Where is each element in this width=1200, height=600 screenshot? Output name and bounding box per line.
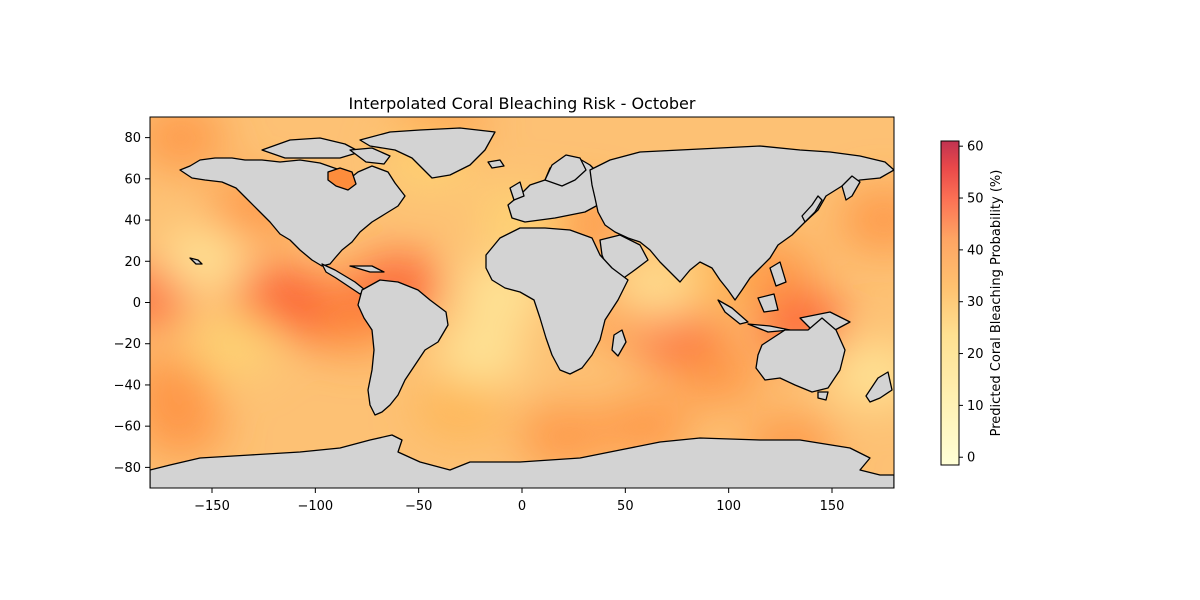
y-tick-label: −20 bbox=[114, 337, 141, 352]
y-tick-label: 80 bbox=[124, 131, 141, 146]
bleaching-lowspot-2 bbox=[156, 229, 247, 294]
land-masses bbox=[150, 127, 894, 488]
y-tick-label: −40 bbox=[114, 378, 141, 393]
australia bbox=[755, 317, 846, 393]
y-tick-label: 40 bbox=[124, 214, 141, 229]
colorbar-ticks: 0 10 20 30 40 50 60 bbox=[959, 140, 984, 466]
new-zealand bbox=[865, 371, 893, 403]
colorbar: 0 10 20 30 40 50 60 Predicted Coral Bleaching … bbox=[940, 140, 1004, 466]
baffin-island bbox=[349, 147, 391, 165]
bleaching-hotspot-17 bbox=[518, 404, 609, 469]
iceland bbox=[487, 159, 505, 169]
x-tick-label: 150 bbox=[820, 499, 845, 514]
chart-title: Interpolated Coral Bleaching Risk - Octo… bbox=[349, 94, 696, 113]
x-tick-label: 0 bbox=[518, 499, 526, 514]
x-tick-label: −100 bbox=[297, 499, 333, 514]
colorbar-frame bbox=[940, 140, 960, 466]
y-tick-label: 20 bbox=[124, 255, 141, 270]
bleaching-hotspot-16 bbox=[838, 188, 894, 253]
antarctica bbox=[150, 434, 894, 488]
bleaching-lowspot-1 bbox=[435, 322, 526, 387]
colorbar-tick-label: 10 bbox=[967, 399, 984, 414]
colorbar-tick-label: 30 bbox=[967, 295, 984, 310]
colorbar-tick-label: 0 bbox=[967, 451, 975, 466]
japan bbox=[801, 195, 823, 223]
y-tick-label: 60 bbox=[124, 172, 141, 187]
x-tick-label: −150 bbox=[194, 499, 230, 514]
south-america bbox=[357, 279, 449, 416]
africa bbox=[485, 227, 629, 375]
bleaching-lowspot-5 bbox=[187, 311, 278, 376]
philippines bbox=[769, 261, 787, 287]
colorbar-tick-label: 20 bbox=[967, 347, 984, 362]
colorbar-tick-label: 50 bbox=[967, 192, 984, 207]
madagascar bbox=[611, 329, 627, 357]
bleaching-hotspot-8 bbox=[150, 352, 216, 417]
colorbar-tick-label: 40 bbox=[967, 243, 984, 258]
scandinavia bbox=[544, 154, 587, 187]
greenland bbox=[359, 127, 496, 179]
colorbar-gradient bbox=[941, 141, 959, 465]
y-tick-label: 0 bbox=[133, 296, 141, 311]
y-tick-label: −80 bbox=[114, 461, 141, 476]
kamchatka bbox=[841, 175, 861, 201]
bleaching-hotspot-11 bbox=[673, 342, 764, 407]
british-isles bbox=[509, 181, 525, 201]
x-tick-label: 100 bbox=[716, 499, 741, 514]
indonesia-west bbox=[717, 299, 749, 325]
colorbar-label: Predicted Coral Bleaching Probability (%… bbox=[989, 170, 1004, 437]
hudson-bay bbox=[327, 167, 357, 191]
bleaching-hotspot-1 bbox=[150, 117, 226, 170]
x-tick-label: −50 bbox=[405, 499, 432, 514]
tasmania bbox=[817, 391, 829, 401]
asia bbox=[589, 145, 894, 301]
hawaii-islands bbox=[189, 257, 203, 265]
colorbar-tick-label: 60 bbox=[967, 140, 984, 155]
caribbean-islands bbox=[349, 265, 385, 273]
x-axis: −150 −100 −50 0 50 100 150 bbox=[194, 488, 844, 514]
borneo bbox=[757, 293, 779, 313]
map-area bbox=[150, 117, 894, 488]
y-tick-label: −60 bbox=[114, 420, 141, 435]
bleaching-hotspot-21 bbox=[415, 373, 505, 438]
x-tick-label: 50 bbox=[617, 499, 634, 514]
y-axis: −80 −60 −40 −20 0 20 40 60 80 bbox=[114, 131, 150, 476]
